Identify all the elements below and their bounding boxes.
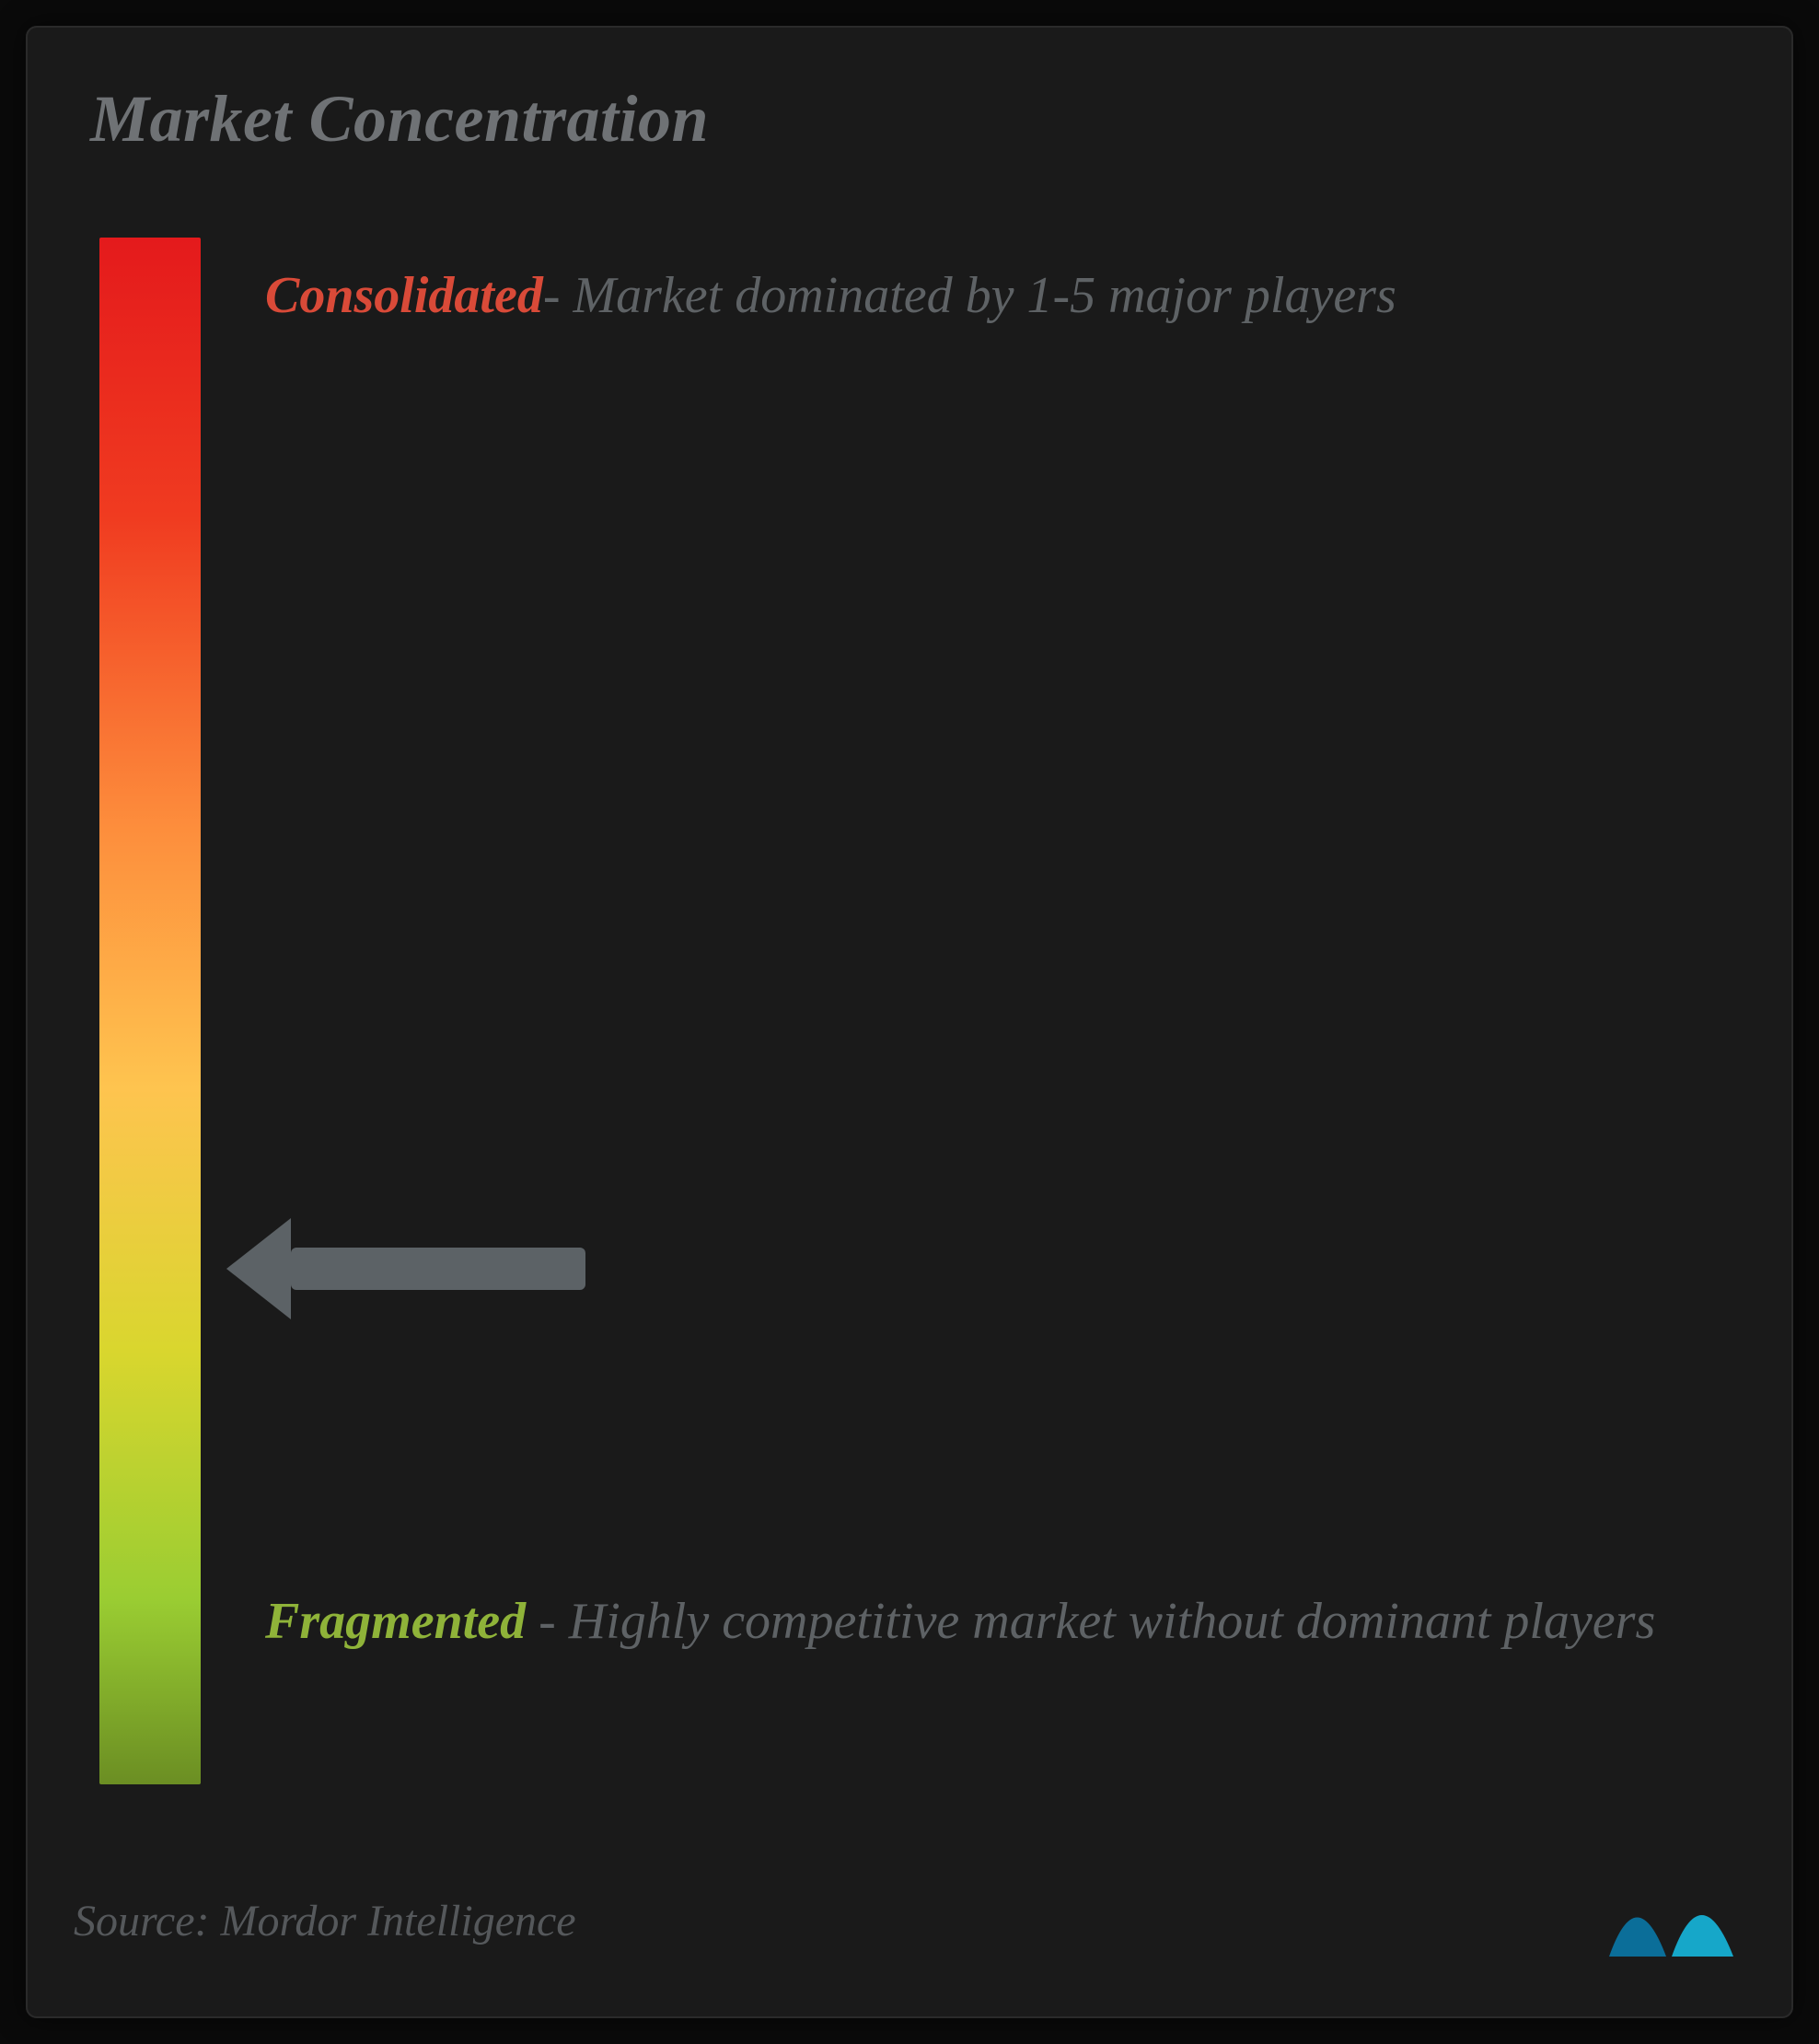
arrow-head-icon (226, 1218, 291, 1319)
page-title: Market Concentration (90, 81, 709, 157)
concentration-gradient-bar (99, 238, 201, 1784)
panel: Market Concentration Consolidated- Marke… (26, 26, 1793, 2018)
source-attribution: Source: Mordor Intelligence (74, 1896, 576, 1946)
fragmented-rest: - Highly competitive market without domi… (526, 1593, 1655, 1650)
canvas: Market Concentration Consolidated- Marke… (0, 0, 1819, 2044)
consolidated-description: Consolidated- Market dominated by 1-5 ma… (265, 247, 1664, 344)
fragmented-label: Fragmented (265, 1593, 526, 1650)
fragmented-description: Fragmented - Highly competitive market w… (265, 1573, 1701, 1670)
brand-logo-icon (1600, 1869, 1738, 1970)
position-indicator-arrow (226, 1218, 585, 1319)
arrow-shaft (291, 1248, 585, 1290)
consolidated-rest: - Market dominated by 1-5 major players (543, 267, 1396, 324)
source-prefix: Source: (74, 1897, 221, 1945)
consolidated-label: Consolidated (265, 267, 543, 324)
source-value: Mordor Intelligence (221, 1897, 576, 1945)
